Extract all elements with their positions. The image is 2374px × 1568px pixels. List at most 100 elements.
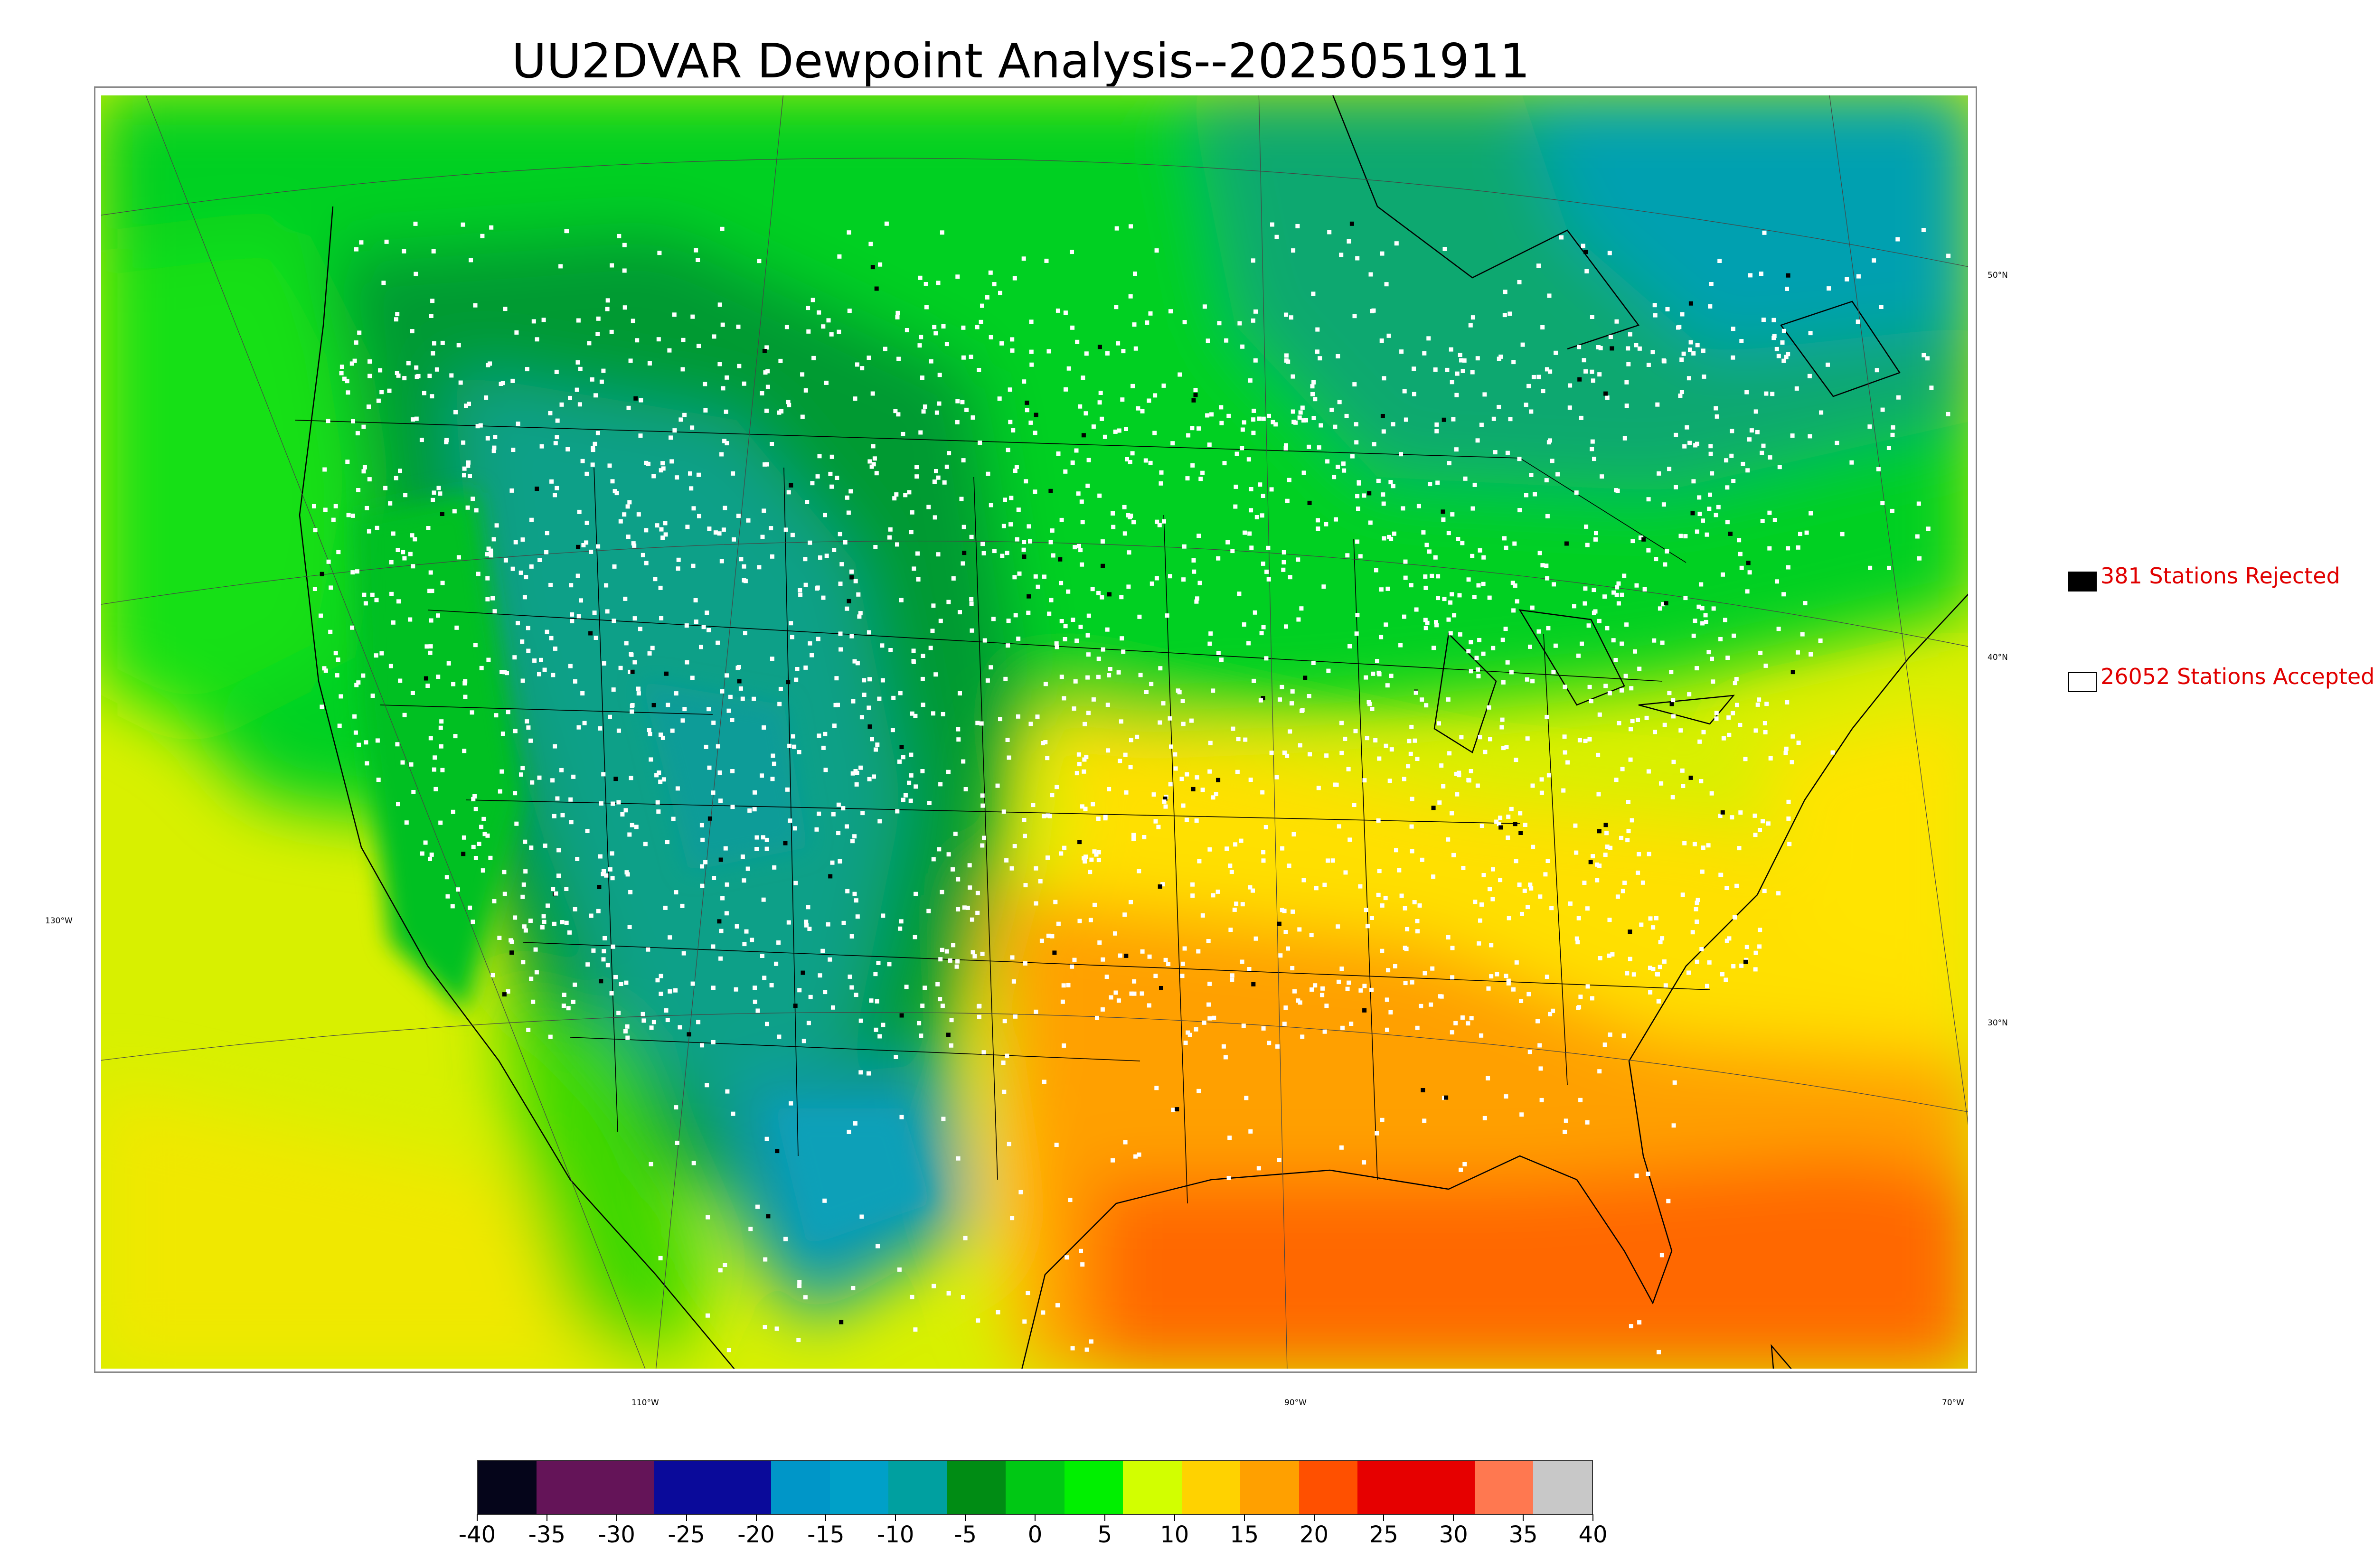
station-marker [1077,762,1082,767]
station-marker [1022,554,1027,559]
station-marker [933,515,937,520]
station-marker [647,361,652,366]
station-marker [1695,343,1700,347]
station-marker [982,836,986,840]
station-marker [1718,814,1723,818]
station-marker [623,1029,628,1033]
station-marker [597,885,602,889]
station-marker [1733,681,1737,685]
station-marker [526,648,531,653]
station-marker [571,999,575,1004]
station-marker [917,1021,922,1025]
station-marker [1206,939,1211,943]
station-marker [1096,850,1101,854]
station-marker [917,343,922,348]
station-marker [396,802,400,807]
station-marker [506,710,510,714]
station-marker [1385,997,1389,1002]
station-marker [711,944,716,949]
station-marker [1116,341,1121,346]
station-marker [1159,481,1163,486]
station-marker [376,398,381,403]
station-marker [800,372,805,377]
station-marker [644,460,649,465]
station-marker [1430,966,1435,971]
station-marker [913,1327,918,1332]
station-marker [1285,753,1290,758]
station-marker [867,705,871,710]
station-marker [1568,383,1573,388]
station-marker [1607,918,1612,922]
station-marker [877,819,882,824]
station-marker [1434,620,1438,625]
station-marker [1163,796,1168,801]
station-marker [1760,451,1764,455]
station-marker [1082,757,1087,762]
station-marker [854,898,858,903]
station-marker [1591,378,1595,383]
station-marker [1206,1002,1211,1007]
station-marker [1180,699,1185,703]
station-marker [711,790,716,795]
station-marker [1494,819,1499,824]
station-marker [1193,393,1198,397]
station-marker [581,543,586,547]
station-marker [1470,315,1475,320]
station-marker [423,840,428,845]
station-marker [806,306,810,310]
station-marker [1491,646,1496,650]
station-marker [1431,874,1436,879]
station-marker [1620,592,1624,597]
station-marker [1447,751,1452,756]
station-marker [1771,318,1776,322]
station-marker [629,776,633,780]
station-marker [323,507,328,512]
station-marker [613,975,618,979]
station-marker [720,322,725,327]
station-marker [1476,583,1481,588]
station-marker [1324,1004,1329,1008]
station-marker [907,780,912,785]
station-marker [657,251,662,255]
station-marker [814,827,819,832]
station-marker [913,714,918,718]
station-marker [801,970,805,975]
station-marker [1476,674,1481,678]
station-marker [1336,464,1340,469]
station-marker [1608,845,1613,850]
station-marker [1021,547,1026,552]
station-marker [1296,617,1301,622]
station-marker [1573,823,1578,828]
station-marker [1786,546,1790,551]
station-marker [438,725,443,730]
station-marker [1401,506,1405,511]
station-marker [835,476,839,480]
station-marker [1481,582,1486,586]
station-marker [326,559,331,564]
station-marker [1626,346,1630,351]
station-marker [1013,469,1017,473]
station-marker [1615,488,1620,493]
station-marker [930,629,935,633]
station-marker [1012,575,1017,580]
station-marker [932,479,937,484]
station-marker [1282,751,1287,755]
station-marker [1261,561,1265,566]
station-marker [1506,978,1511,983]
station-marker [824,380,829,385]
station-marker [1642,587,1647,592]
graticule-lines [101,95,1968,1369]
colorbar-tick [1104,1514,1105,1521]
station-marker [730,805,735,809]
station-marker [1761,318,1766,322]
station-marker [985,295,989,300]
station-marker [1590,315,1594,319]
station-marker [1450,512,1455,517]
station-marker [1291,409,1295,414]
station-marker [731,1111,735,1116]
station-marker [969,601,974,606]
station-marker [1576,653,1581,658]
station-marker [649,1162,653,1166]
station-marker [1446,935,1451,939]
station-marker [414,272,418,276]
